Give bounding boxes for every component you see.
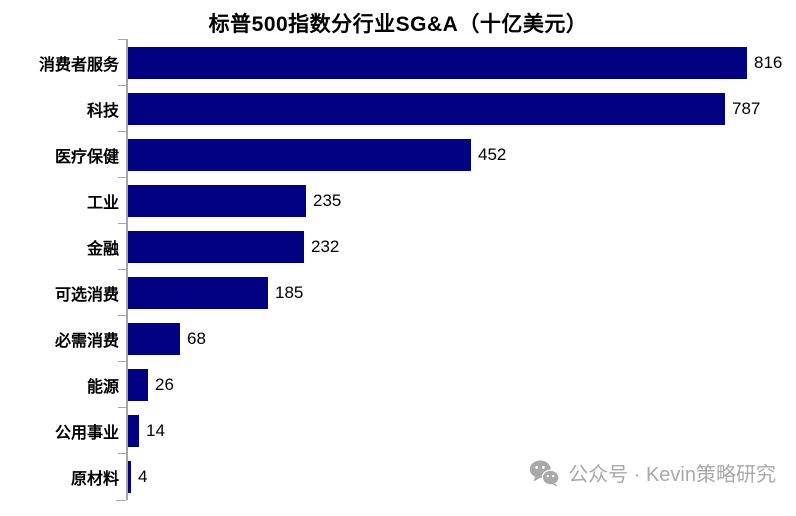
category-label: 必需消费 [54, 333, 119, 350]
category-label: 工业 [86, 195, 119, 212]
bar-cell: 452 [118, 131, 796, 178]
value-label: 4 [138, 467, 148, 486]
category-label: 金融 [86, 241, 119, 258]
axis-tick [118, 177, 128, 178]
bar [128, 323, 180, 355]
bar [128, 369, 148, 401]
chart-title: 标普500指数分行业SG&A（十亿美元） [208, 13, 588, 36]
value-label: 452 [478, 145, 507, 164]
axis-tick [118, 315, 128, 316]
bar [128, 139, 471, 171]
bar-cell: 787 [118, 85, 796, 132]
bar-row: 医疗保健 452 [0, 131, 796, 178]
category-label: 消费者服务 [38, 57, 119, 74]
axis-tick [118, 39, 128, 40]
bar-cell: 185 [118, 269, 796, 316]
axis-tick [118, 269, 128, 270]
category-label: 公用事业 [54, 425, 119, 442]
bar-cell: 816 [118, 39, 796, 86]
bar-cell: 235 [118, 177, 796, 224]
bar [128, 185, 306, 217]
bar [128, 415, 139, 447]
bar-cell: 26 [118, 361, 796, 408]
axis-tick [118, 223, 128, 224]
bar-row: 原材料 4 [0, 453, 796, 500]
value-label: 232 [311, 237, 340, 256]
value-label: 787 [732, 99, 761, 118]
watermark: 公众号 · Kevin策略研究 [529, 458, 776, 487]
bar [128, 93, 725, 125]
value-label: 26 [155, 375, 174, 394]
bar-row: 可选消费 185 [0, 269, 796, 316]
bar-row: 科技 787 [0, 85, 796, 132]
category-label: 可选消费 [54, 287, 119, 304]
axis-tick [116, 500, 126, 501]
bar-cell: 14 [118, 407, 796, 454]
bar-row: 公用事业 14 [0, 407, 796, 454]
category-label: 医疗保健 [54, 149, 119, 166]
value-label: 235 [313, 191, 342, 210]
bar-row: 消费者服务 816 [0, 39, 796, 86]
wechat-icon [530, 460, 560, 487]
axis-tick [118, 453, 128, 454]
bar-row: 必需消费 68 [0, 315, 796, 362]
category-label: 原材料 [70, 471, 119, 488]
category-label: 能源 [86, 379, 119, 396]
value-label: 68 [187, 329, 206, 348]
axis-tick [118, 131, 128, 132]
bar-cell: 68 [118, 315, 796, 362]
axis-tick [118, 361, 128, 362]
value-label: 816 [754, 53, 783, 72]
bar-row: 金融 232 [0, 223, 796, 270]
bar-row: 工业 235 [0, 177, 796, 224]
axis-tick [118, 407, 128, 408]
bar [128, 47, 747, 79]
value-label: 185 [275, 283, 304, 302]
axis-tick [118, 85, 128, 86]
plot-area: 消费者服务 816 科技 787 医疗保健 452 工业 235 金融 232 可选消费 185 必需消… [0, 39, 796, 501]
bar-rows: 消费者服务 816 科技 787 医疗保健 452 工业 235 金融 232 可选消费 185 必需消… [0, 39, 796, 500]
bar [128, 277, 268, 309]
category-label: 科技 [86, 103, 119, 120]
watermark-text: 公众号 · Kevin策略研究 [568, 464, 776, 486]
bar-row: 能源 26 [0, 361, 796, 408]
bar [128, 231, 304, 263]
bar-cell: 232 [118, 223, 796, 270]
value-label: 14 [146, 421, 165, 440]
bar [128, 461, 131, 493]
bar-cell: 4 [118, 453, 796, 500]
